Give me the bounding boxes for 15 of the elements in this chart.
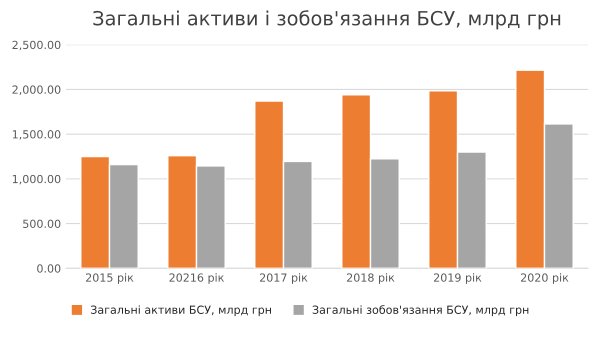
x-tick-label: 2017 рік [260,273,308,284]
x-tick-label: 2019 рік [434,273,482,284]
y-tick-label: 2,500.00 [12,40,60,50]
x-tick-label: 2020 рік [520,273,568,284]
y-tick-label: 1,500.00 [12,130,60,140]
x-tick-label: 20216 рік [169,273,224,284]
chart-title: Загальні активи і зобов'язання БСУ, млрд грн [93,10,560,30]
y-tick-label: 1,000.00 [12,174,60,184]
x-tick-label: 2018 рік [346,273,394,284]
x-tick-label: 2015 рік [86,273,134,284]
y-tick-label: 500.00 [23,220,60,228]
legend-label: Загальні зобов'язання БСУ, млрд грн [312,305,528,316]
y-tick-label: 2,000.00 [12,85,60,95]
y-tick-label: 0.00 [37,264,60,273]
legend-label: Загальні активи БСУ, млрд грн [90,305,271,316]
